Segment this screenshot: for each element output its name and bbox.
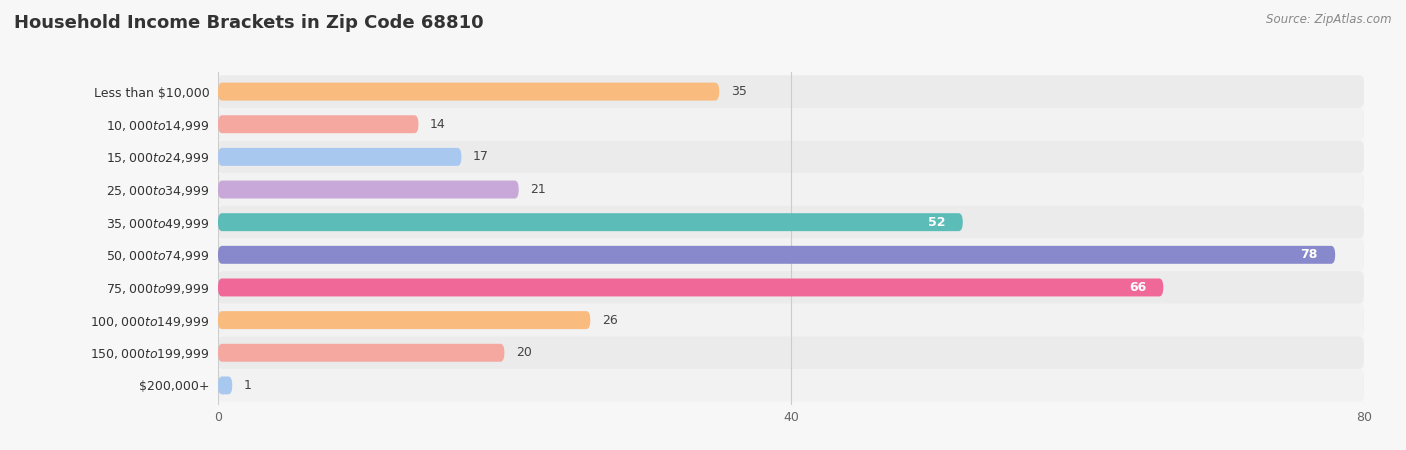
FancyBboxPatch shape xyxy=(218,377,232,394)
FancyBboxPatch shape xyxy=(218,369,1364,402)
Text: 35: 35 xyxy=(731,85,747,98)
Text: 26: 26 xyxy=(602,314,617,327)
FancyBboxPatch shape xyxy=(218,108,1364,140)
Text: 21: 21 xyxy=(530,183,546,196)
Text: 52: 52 xyxy=(928,216,946,229)
FancyBboxPatch shape xyxy=(218,337,1364,369)
FancyBboxPatch shape xyxy=(218,271,1364,304)
FancyBboxPatch shape xyxy=(218,213,963,231)
Text: 78: 78 xyxy=(1301,248,1317,261)
FancyBboxPatch shape xyxy=(218,246,1336,264)
FancyBboxPatch shape xyxy=(218,75,1364,108)
FancyBboxPatch shape xyxy=(218,83,720,100)
FancyBboxPatch shape xyxy=(218,279,1163,297)
Text: 20: 20 xyxy=(516,346,531,359)
FancyBboxPatch shape xyxy=(218,238,1364,271)
FancyBboxPatch shape xyxy=(218,173,1364,206)
Text: 66: 66 xyxy=(1129,281,1146,294)
FancyBboxPatch shape xyxy=(218,140,1364,173)
FancyBboxPatch shape xyxy=(218,344,505,362)
FancyBboxPatch shape xyxy=(218,304,1364,337)
Text: 14: 14 xyxy=(430,118,446,131)
FancyBboxPatch shape xyxy=(218,115,419,133)
FancyBboxPatch shape xyxy=(218,206,1364,238)
Text: 1: 1 xyxy=(243,379,252,392)
FancyBboxPatch shape xyxy=(218,148,461,166)
FancyBboxPatch shape xyxy=(218,180,519,198)
FancyBboxPatch shape xyxy=(218,311,591,329)
Text: Source: ZipAtlas.com: Source: ZipAtlas.com xyxy=(1267,14,1392,27)
Text: Household Income Brackets in Zip Code 68810: Household Income Brackets in Zip Code 68… xyxy=(14,14,484,32)
Text: 17: 17 xyxy=(472,150,489,163)
